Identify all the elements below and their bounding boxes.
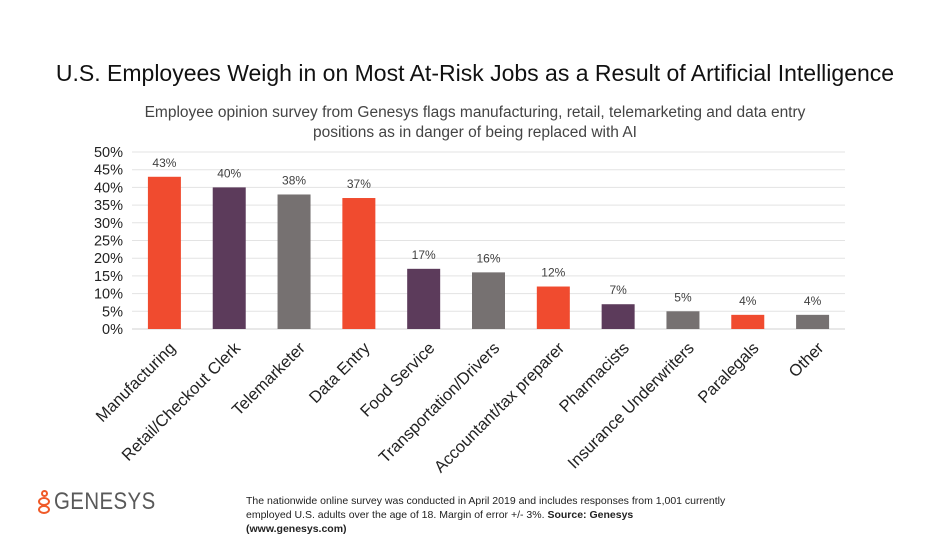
bar [796,314,830,329]
y-tick-label: 20% [94,251,123,267]
footnote-source: Source: Genesys (www.genesys.com) [246,509,634,535]
data-label: 43% [152,156,176,170]
y-tick-label: 35% [94,198,123,214]
genesys-logo-icon [38,490,50,514]
chart-subtitle: Employee opinion survey from Genesys fla… [144,104,806,141]
data-label: 17% [412,248,436,262]
x-tick-label: Data Entry [306,339,374,407]
x-tick-label: Transportation/Drivers [376,339,504,467]
x-tick-label: Retail/Checkout Clerk [119,339,245,465]
y-tick-label: 50% [94,145,123,161]
data-label: 4% [739,294,757,308]
logo-wordmark: GENESYS [54,488,156,515]
bar [536,286,570,329]
x-tick-label: Other [786,339,828,381]
y-tick-label: 25% [94,234,123,250]
bar [666,311,700,329]
data-label: 37% [347,177,371,191]
footnote: The nationwide online survey was conduct… [246,494,726,536]
y-tick-label: 40% [94,180,123,196]
data-label: 5% [674,290,692,304]
bar [147,176,181,329]
bar [472,272,505,329]
genesys-logo: GENESYS [38,488,174,516]
bar [277,194,311,329]
data-label: 4% [804,294,822,308]
bar [212,187,246,329]
bar [407,268,441,329]
bar [342,198,376,329]
y-tick-label: 5% [102,304,123,320]
x-tick-label: Insurance Underwriters [564,339,697,472]
x-tick-label: Paralegals [695,339,763,407]
data-label: 38% [282,173,306,187]
x-tick-label: Accountant/tax preparer [431,339,569,477]
data-label: 7% [609,283,627,297]
footnote-text: The nationwide online survey was conduct… [246,495,726,521]
data-label: 16% [476,251,500,265]
y-tick-label: 30% [94,216,123,232]
bar [601,304,635,329]
bar [731,314,765,329]
chart-title: U.S. Employees Weigh in on Most At-Risk … [55,60,895,86]
y-tick-label: 15% [94,269,123,285]
data-label: 12% [541,266,565,280]
data-label: 40% [217,166,241,180]
y-tick-label: 0% [102,322,123,338]
y-tick-label: 45% [94,163,123,179]
y-tick-label: 10% [94,287,123,303]
